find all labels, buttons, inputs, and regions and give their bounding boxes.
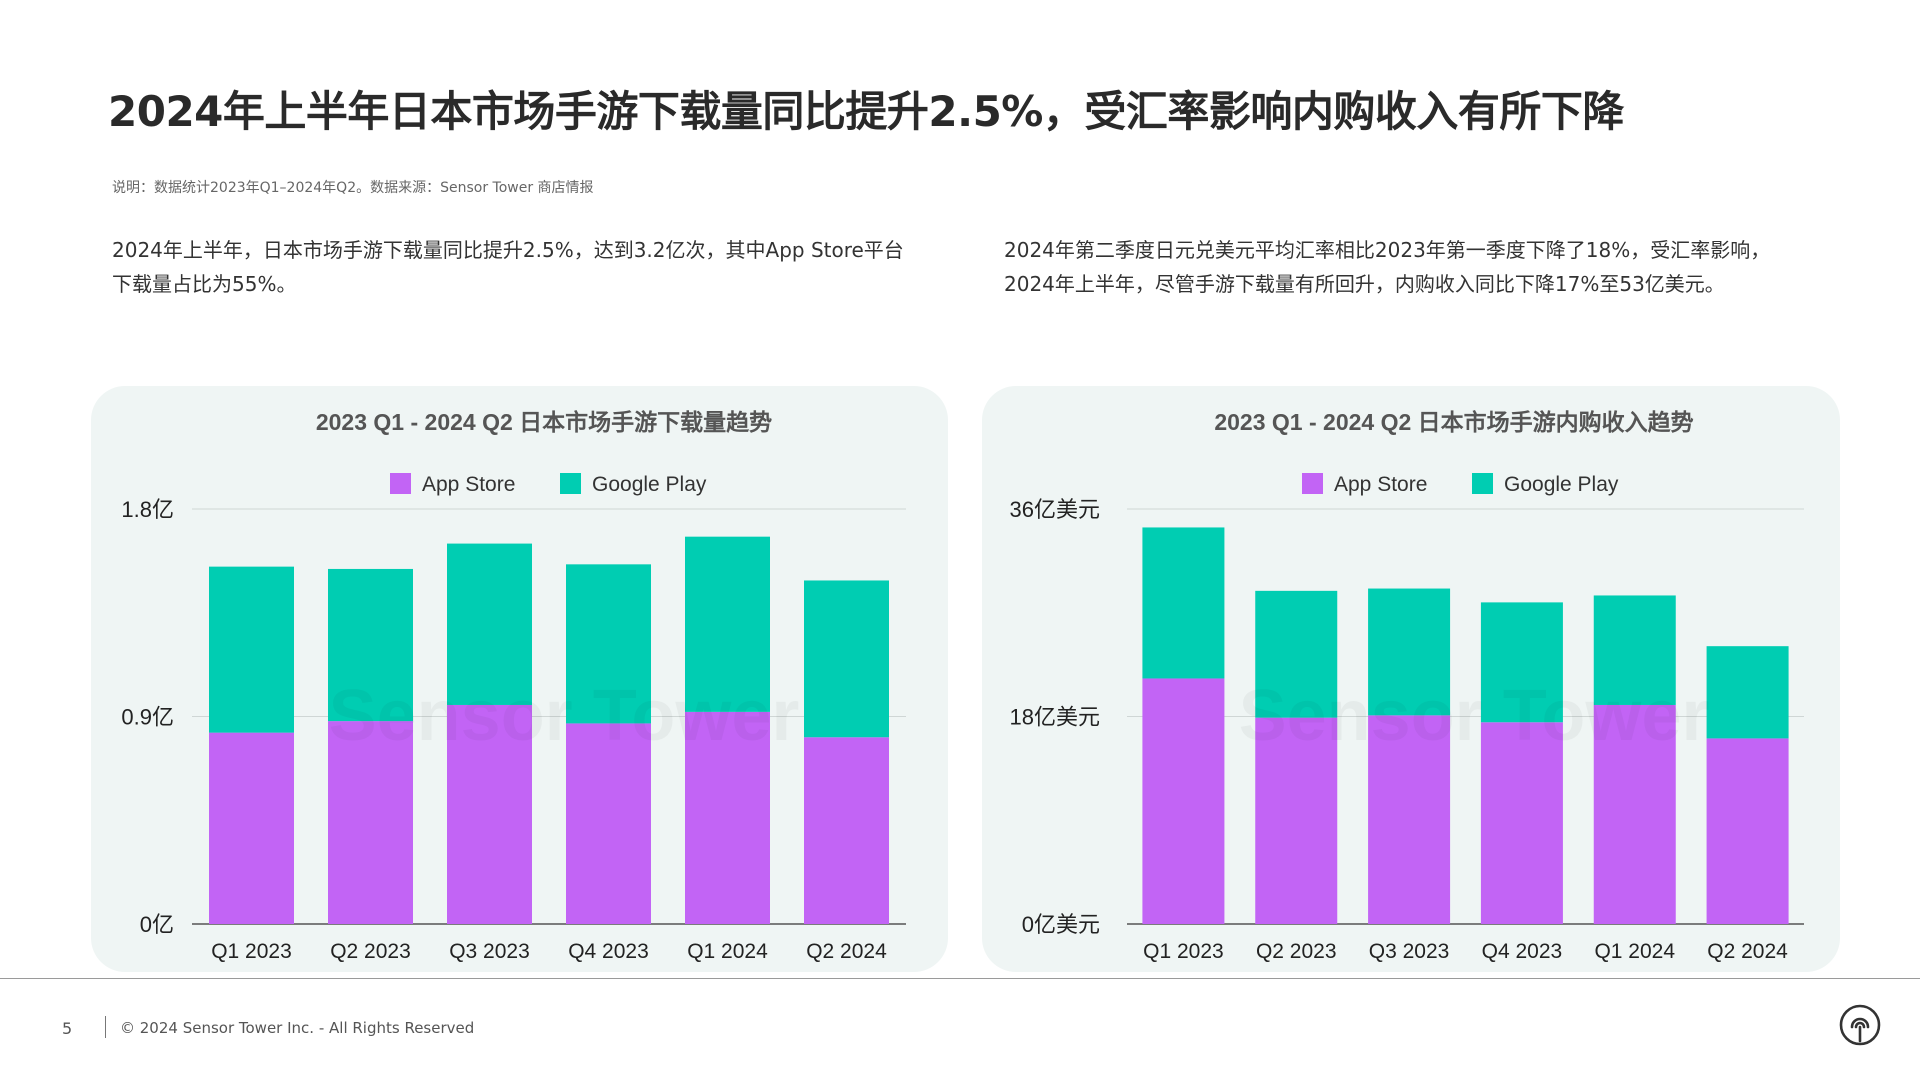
- downloads-bar-app-store: [447, 704, 532, 924]
- downloads-y-tick-label: 0亿: [140, 912, 174, 937]
- revenue-bar-app-store: [1706, 738, 1789, 924]
- footer-divider: [0, 978, 1920, 979]
- revenue-bar-google-play: [1480, 602, 1563, 723]
- downloads-chart-title: 2023 Q1 - 2024 Q2 日本市场手游下载量趋势: [316, 409, 772, 435]
- revenue-y-tick-label: 0亿美元: [1022, 912, 1100, 937]
- downloads-x-tick-label: Q2 2024: [806, 940, 887, 963]
- summary-downloads: 2024年上半年，日本市场手游下载量同比提升2.5%，达到3.2亿次，其中App…: [112, 238, 904, 296]
- downloads-bar-google-play: [209, 566, 294, 733]
- downloads-bar-app-store: [209, 732, 294, 924]
- copyright-text: © 2024 Sensor Tower Inc. - All Rights Re…: [120, 1019, 475, 1037]
- revenue-legend-swatch-0: [1302, 473, 1323, 494]
- revenue-x-tick-label: Q1 2023: [1143, 940, 1224, 963]
- revenue-bar-app-store: [1593, 704, 1676, 924]
- downloads-bar-google-play: [685, 536, 770, 712]
- downloads-bar-google-play: [447, 543, 532, 705]
- downloads-x-tick-label: Q1 2023: [211, 940, 292, 963]
- downloads-bar-app-store: [566, 723, 651, 924]
- downloads-bar-google-play: [566, 564, 651, 724]
- source-note: 说明：数据统计2023年Q1–2024年Q2。数据来源：Sensor Tower…: [112, 180, 594, 196]
- summary-revenue: 2024年第二季度日元兑美元平均汇率相比2023年第一季度下降了18%，受汇率影…: [1004, 238, 1771, 296]
- revenue-bar-app-store: [1480, 722, 1563, 924]
- revenue-y-tick-label: 18亿美元: [1010, 705, 1100, 730]
- page-number: 5: [62, 1019, 73, 1038]
- downloads-x-tick-label: Q2 2023: [330, 940, 411, 963]
- downloads-legend-swatch-1: [560, 473, 581, 494]
- downloads-legend-swatch-0: [390, 473, 411, 494]
- revenue-watermark: Sensor Tower: [1239, 676, 1710, 756]
- downloads-x-tick-label: Q1 2024: [687, 940, 768, 963]
- downloads-x-tick-label: Q4 2023: [568, 940, 649, 963]
- revenue-bar-app-store: [1255, 717, 1338, 924]
- revenue-bar-app-store: [1368, 715, 1451, 924]
- revenue-chart-title: 2023 Q1 - 2024 Q2 日本市场手游内购收入趋势: [1214, 409, 1693, 435]
- revenue-y-tick-label: 36亿美元: [1010, 497, 1100, 522]
- downloads-bar-google-play: [328, 568, 413, 722]
- page-title: 2024年上半年日本市场手游下载量同比提升2.5%，受汇率影响内购收入有所下降: [108, 87, 1624, 136]
- revenue-bar-app-store: [1142, 678, 1225, 924]
- revenue-x-tick-label: Q1 2024: [1594, 940, 1675, 963]
- revenue-x-tick-label: Q2 2023: [1256, 940, 1337, 963]
- downloads-bar-app-store: [328, 721, 413, 924]
- revenue-legend-label-1: Google Play: [1504, 473, 1619, 496]
- revenue-x-tick-label: Q3 2023: [1369, 940, 1450, 963]
- downloads-legend-label-0: App Store: [422, 473, 515, 496]
- revenue-bar-google-play: [1368, 588, 1451, 716]
- downloads-bar-app-store: [804, 737, 889, 924]
- footer-separator: [105, 1016, 106, 1038]
- downloads-bar-app-store: [685, 711, 770, 924]
- downloads-watermark: Sensor Tower: [329, 676, 800, 756]
- downloads-x-tick-label: Q3 2023: [449, 940, 530, 963]
- revenue-bar-google-play: [1142, 527, 1225, 679]
- sensor-tower-logo-icon: [1839, 1004, 1881, 1046]
- downloads-legend-label-1: Google Play: [592, 473, 707, 496]
- revenue-x-tick-label: Q2 2024: [1707, 940, 1788, 963]
- revenue-x-tick-label: Q4 2023: [1482, 940, 1563, 963]
- downloads-y-tick-label: 1.8亿: [121, 497, 174, 522]
- revenue-legend-swatch-1: [1472, 473, 1493, 494]
- revenue-bar-google-play: [1255, 590, 1338, 718]
- revenue-bar-google-play: [1593, 595, 1676, 705]
- charts-canvas: 2023 Q1 - 2024 Q2 日本市场手游下载量趋势 App Store Go…: [121, 409, 1804, 963]
- downloads-y-tick-label: 0.9亿: [121, 705, 174, 730]
- revenue-bar-google-play: [1706, 646, 1789, 739]
- revenue-legend-label-0: App Store: [1334, 473, 1427, 496]
- downloads-bar-google-play: [804, 580, 889, 738]
